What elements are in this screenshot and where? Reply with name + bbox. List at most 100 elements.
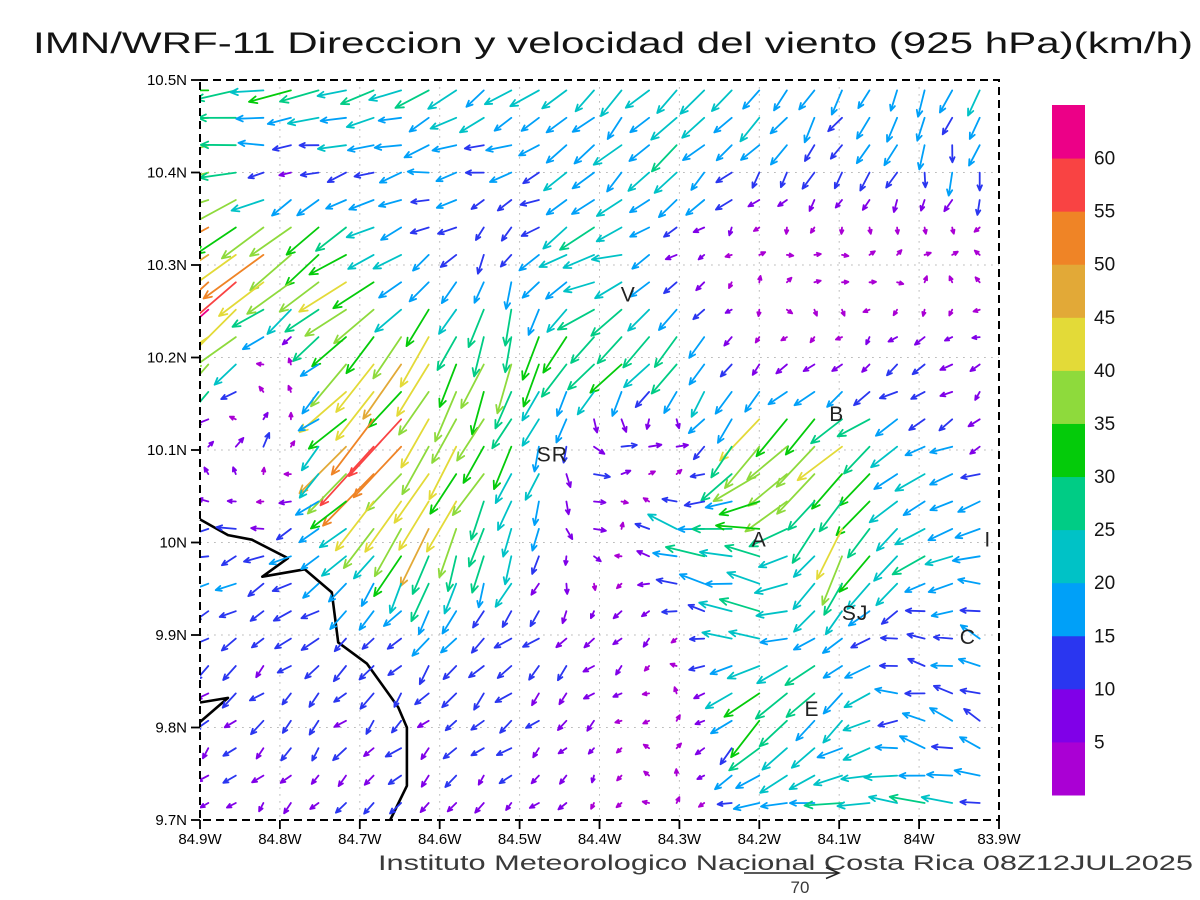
wind-arrow bbox=[398, 500, 430, 551]
wind-arrow bbox=[396, 363, 430, 417]
wind-arrow bbox=[959, 607, 981, 614]
colorbar-tick-label: 15 bbox=[1094, 626, 1115, 647]
wind-arrow bbox=[574, 89, 595, 113]
wind-arrow bbox=[258, 385, 265, 393]
wind-arrow bbox=[873, 555, 898, 582]
wind-arrow bbox=[929, 473, 954, 486]
wind-arrow bbox=[973, 249, 981, 256]
wind-arrow bbox=[740, 144, 761, 161]
wind-arrow bbox=[922, 171, 929, 189]
wind-arrow bbox=[439, 254, 458, 268]
wind-arrow bbox=[727, 226, 734, 237]
wind-arrow bbox=[283, 471, 292, 477]
wind-arrow bbox=[332, 665, 347, 683]
wind-arrow bbox=[222, 774, 237, 784]
wind-arrow bbox=[496, 199, 513, 212]
wind-arrow bbox=[896, 280, 905, 286]
wind-arrow bbox=[822, 665, 843, 679]
wind-arrow bbox=[358, 610, 375, 631]
wind-arrow bbox=[444, 719, 458, 732]
wind-arrow bbox=[714, 391, 733, 415]
wind-arrow bbox=[675, 468, 683, 475]
wind-arrow bbox=[818, 500, 843, 533]
wind-arrow bbox=[255, 361, 265, 367]
wind-arrow bbox=[629, 199, 650, 214]
wind-arrow bbox=[200, 308, 237, 352]
wind-arrow bbox=[347, 254, 375, 270]
wind-arrow bbox=[681, 116, 706, 139]
wind-arrow bbox=[930, 662, 954, 669]
wind-arrow bbox=[272, 610, 292, 622]
wind-arrow bbox=[683, 500, 706, 508]
wind-arrow bbox=[545, 281, 568, 300]
wind-arrow bbox=[780, 336, 788, 342]
wind-arrow bbox=[268, 555, 292, 566]
wind-arrow bbox=[249, 610, 265, 622]
wind-arrow bbox=[813, 774, 843, 787]
y-axis-tick-label: 10.4N bbox=[147, 165, 187, 182]
wind-arrow bbox=[631, 254, 650, 270]
wind-arrow bbox=[906, 632, 926, 640]
wind-arrow bbox=[648, 470, 656, 476]
wind-arrow bbox=[496, 665, 513, 679]
wind-arrow bbox=[593, 499, 607, 505]
wind-arrow bbox=[880, 610, 898, 625]
wind-arrow bbox=[712, 473, 761, 503]
wind-arrow bbox=[202, 254, 265, 300]
wind-arrow bbox=[410, 198, 430, 205]
wind-arrow bbox=[593, 418, 599, 434]
wind-arrow bbox=[959, 736, 981, 750]
wind-arrow bbox=[675, 796, 681, 804]
y-axis-tick-label: 10.5N bbox=[147, 72, 187, 89]
wind-arrow bbox=[616, 582, 623, 590]
wind-arrow bbox=[786, 308, 794, 315]
wind-arrow bbox=[310, 363, 347, 408]
axis-ticks bbox=[191, 79, 1000, 829]
wind-arrow bbox=[470, 199, 485, 210]
wind-arrow bbox=[957, 500, 981, 513]
wind-arrow bbox=[836, 801, 871, 810]
wind-arrow bbox=[500, 226, 513, 242]
wind-arrow bbox=[353, 555, 375, 580]
wind-arrow bbox=[518, 254, 540, 272]
wind-arrow bbox=[948, 308, 954, 317]
wind-arrow bbox=[435, 171, 458, 183]
wind-arrow bbox=[557, 308, 595, 331]
wind-arrow bbox=[203, 466, 210, 475]
wind-arrow bbox=[728, 747, 761, 772]
wind-arrow bbox=[543, 171, 568, 192]
wind-arrow bbox=[251, 774, 265, 784]
wind-arrow bbox=[915, 89, 926, 118]
wind-arrow bbox=[968, 144, 981, 167]
wind-arrow bbox=[255, 747, 265, 760]
wind-arrow bbox=[476, 582, 485, 609]
wind-arrow bbox=[838, 555, 871, 593]
wind-arrow bbox=[803, 116, 816, 144]
wind-arrow bbox=[931, 743, 954, 751]
wind-arrow bbox=[200, 528, 210, 533]
wind-arrow bbox=[311, 336, 347, 368]
wind-arrow bbox=[387, 774, 402, 785]
wind-arrow bbox=[359, 692, 375, 710]
wind-arrow bbox=[285, 226, 320, 256]
wind-arrow bbox=[532, 747, 540, 759]
wind-arrow bbox=[229, 415, 237, 421]
wind-arrow bbox=[595, 226, 623, 243]
colorbar-tick-label: 30 bbox=[1094, 467, 1115, 488]
wind-arrow bbox=[688, 665, 706, 672]
wind-arrow bbox=[726, 571, 761, 585]
wind-arrow bbox=[612, 692, 623, 698]
wind-arrow bbox=[464, 169, 485, 176]
wind-arrow bbox=[386, 637, 402, 650]
wind-arrow bbox=[827, 116, 843, 133]
wind-arrow bbox=[309, 802, 320, 810]
wind-arrow bbox=[758, 719, 788, 748]
wind-arrow bbox=[501, 528, 513, 558]
wind-arrow bbox=[571, 171, 595, 190]
wind-arrow bbox=[688, 336, 706, 359]
wind-arrow bbox=[833, 171, 843, 190]
wind-arrow bbox=[798, 89, 816, 111]
colorbar-segment bbox=[1052, 741, 1085, 796]
wind-arrow bbox=[590, 802, 596, 810]
